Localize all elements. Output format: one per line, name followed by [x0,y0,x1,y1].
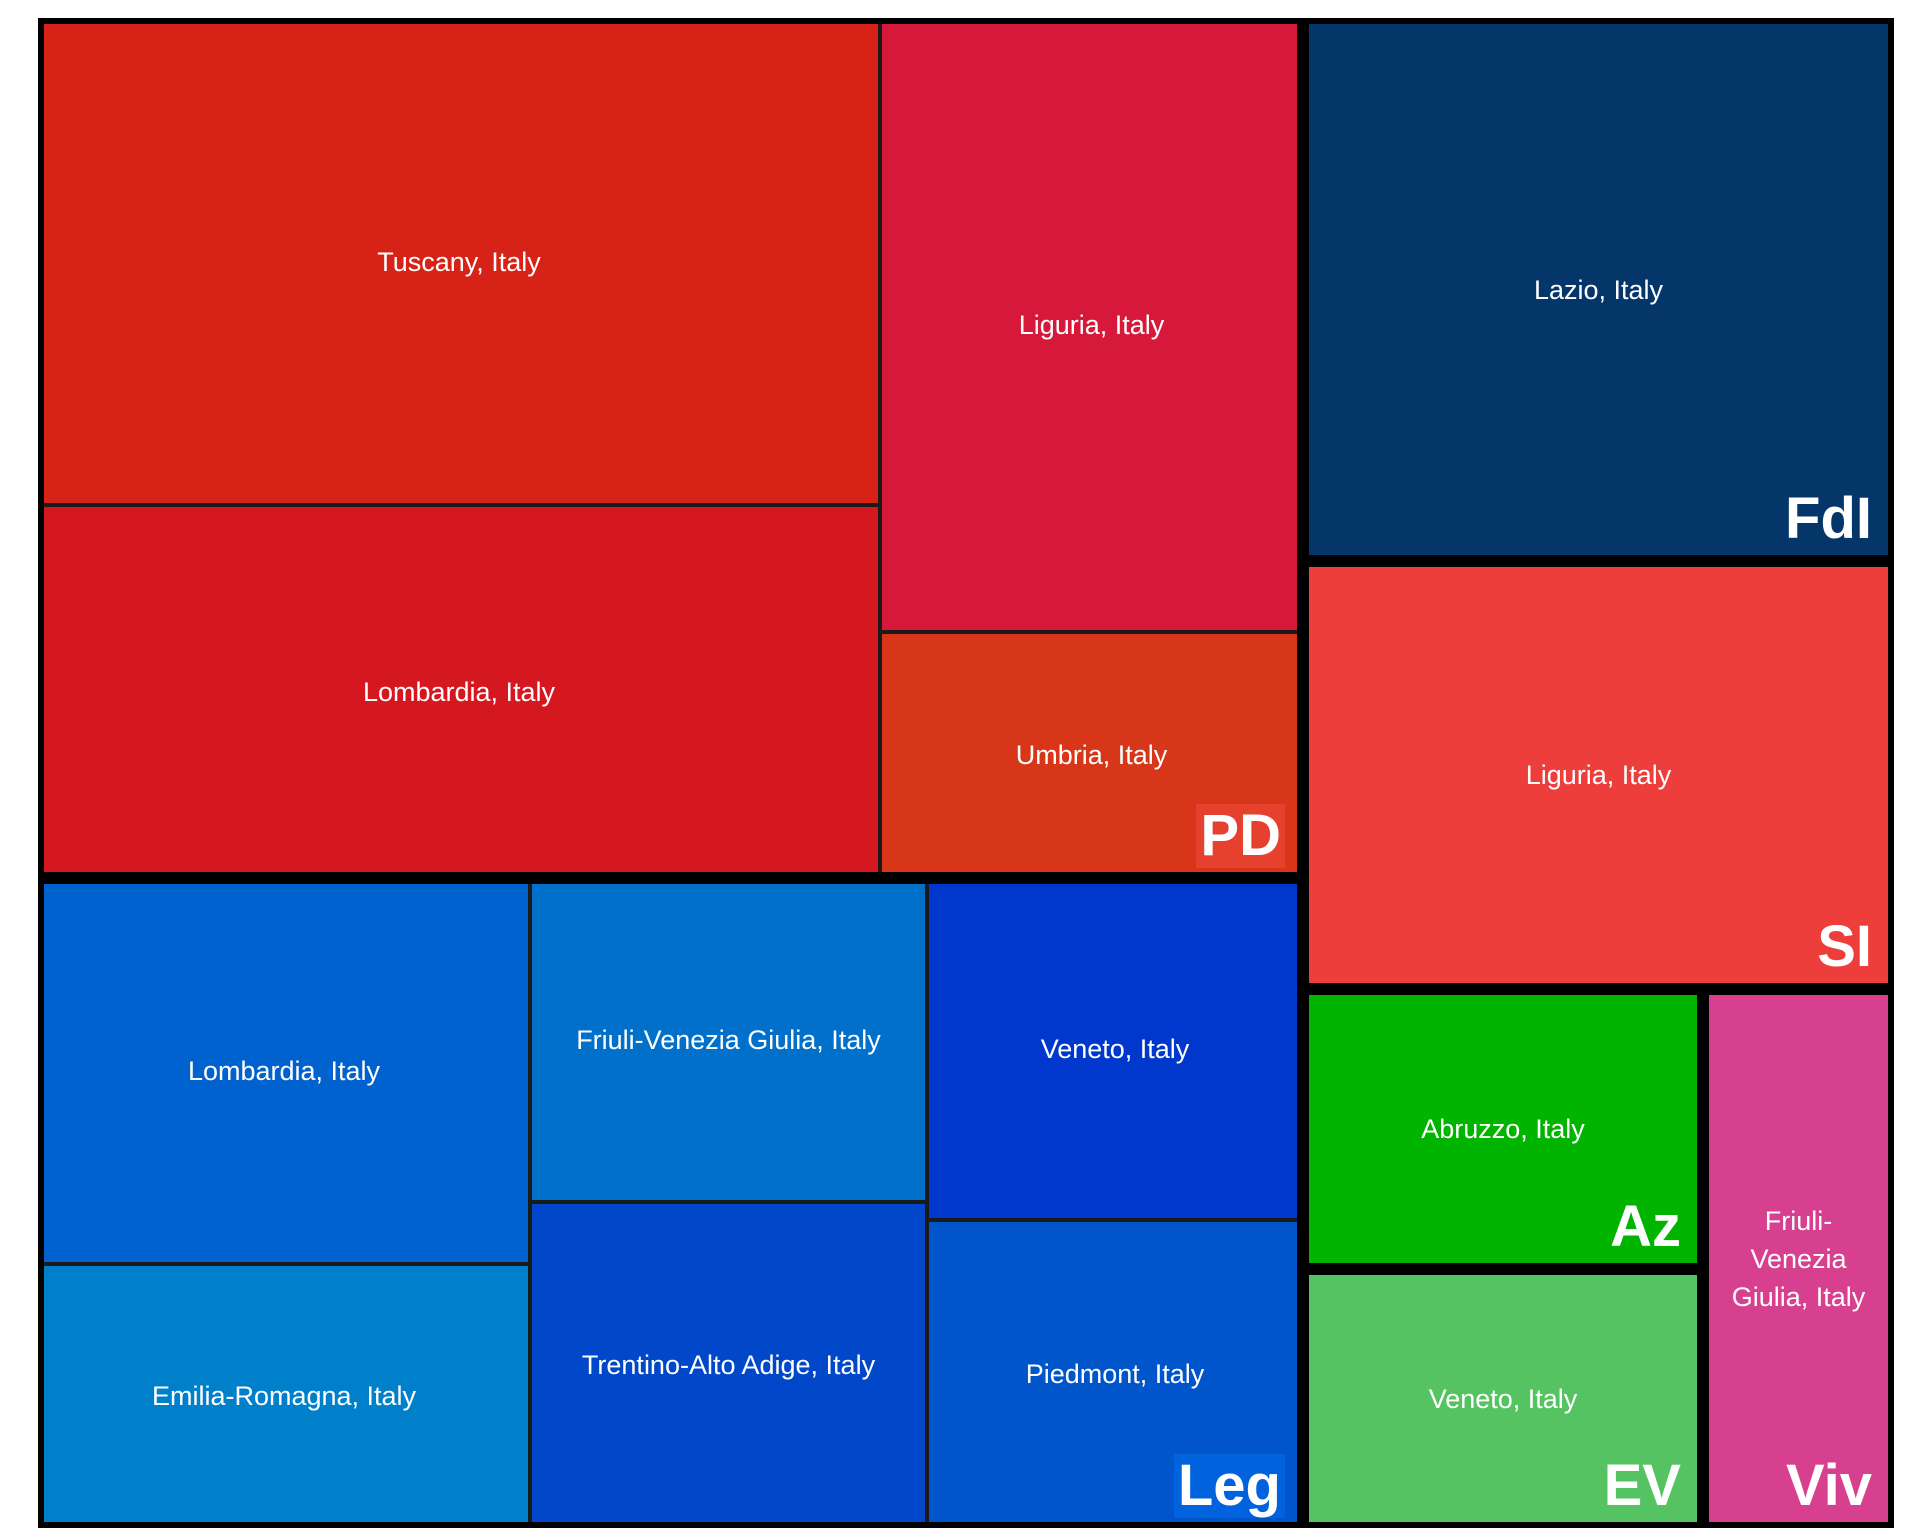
treemap-cell-label: Friuli-Venezia Giulia, Italy [1731,1205,1866,1312]
treemap-cell-si-liguria-italy: Liguria, Italy [1303,561,1894,989]
treemap-cell-leg-emilia-romagna-italy: Emilia-Romagna, Italy [38,1264,530,1528]
treemap-cell-pd-tuscany-italy: Tuscany, Italy [38,18,880,505]
treemap-cell-label: Lombardia, Italy [362,676,556,707]
treemap-cell-leg-trentino-alto-adige-italy: Trentino-Alto Adige, Italy [530,1202,927,1528]
treemap-cell-label: Trentino-Alto Adige, Italy [581,1350,876,1380]
treemap-cell-pd-lombardia-italy: Lombardia, Italy [38,505,880,878]
treemap-cell-label: Tuscany, Italy [377,246,541,277]
treemap-cell-leg-piedmont-italy: Piedmont, Italy [927,1220,1303,1528]
treemap-cell-label: Piedmont, Italy [1025,1359,1205,1389]
treemap-cell-label: Lombardia, Italy [187,1056,381,1086]
treemap-cell-label: Umbria, Italy [1015,740,1168,770]
treemap-cell-label: Lazio, Italy [1533,274,1664,305]
treemap-cell-pd-umbria-italy: Umbria, Italy [880,632,1303,878]
treemap-cell-label: Veneto, Italy [1428,1383,1578,1414]
treemap-cell-leg-friuli-venezia-giulia-italy: Friuli-Venezia Giulia, Italy [530,878,927,1202]
treemap-cell-leg-veneto-italy: Veneto, Italy [927,878,1303,1220]
treemap-cell-pd-liguria-italy: Liguria, Italy [880,18,1303,632]
treemap-cell-label: Liguria, Italy [1018,310,1165,340]
treemap-cell-viv-friuli-venezia-giulia-italy: Friuli-Venezia Giulia, Italy [1703,989,1894,1528]
treemap-cell-fdi-lazio-italy: Lazio, Italy [1303,18,1894,561]
treemap-cell-label: Friuli-Venezia Giulia, Italy [576,1025,881,1055]
treemap-cell-label: Liguria, Italy [1525,760,1672,790]
treemap-cell-az-abruzzo-italy: Abruzzo, Italy [1303,989,1703,1269]
treemap-cell-leg-lombardia-italy: Lombardia, Italy [38,878,530,1264]
treemap-cell-label: Veneto, Italy [1040,1034,1190,1064]
treemap-cell-ev-veneto-italy: Veneto, Italy [1303,1269,1703,1528]
treemap-cell-label: Emilia-Romagna, Italy [151,1381,417,1411]
treemap-cell-label: Abruzzo, Italy [1421,1114,1585,1144]
